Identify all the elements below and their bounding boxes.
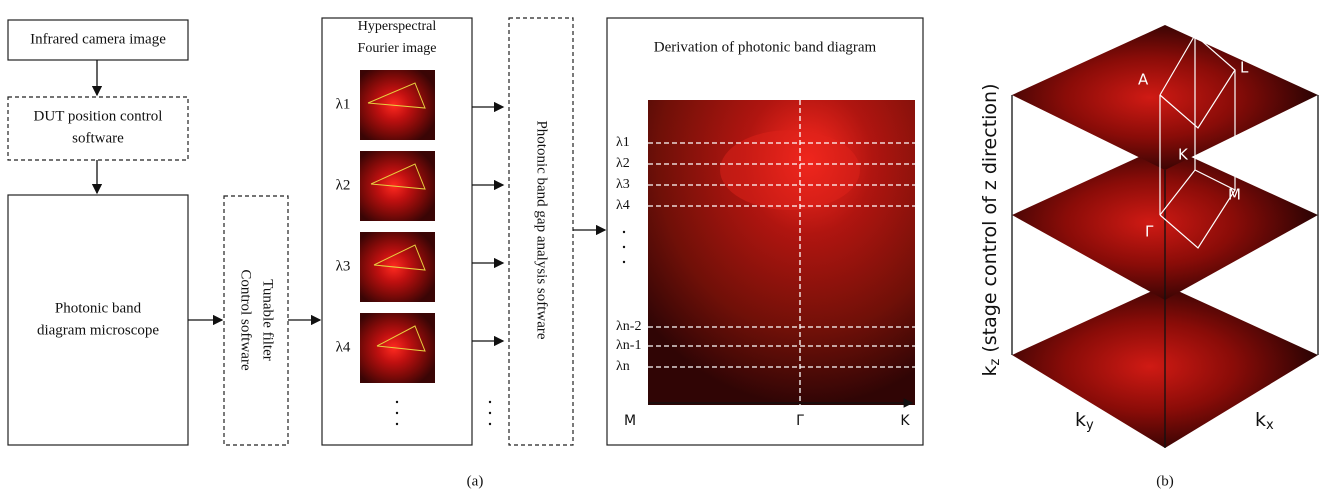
fourier-image xyxy=(360,70,435,140)
filter-text: Tunable filter xyxy=(260,279,276,361)
point-label: Γ xyxy=(1145,223,1154,241)
wavelength-label: λ3 xyxy=(336,258,351,274)
k-axis-label: M xyxy=(624,413,636,429)
microscope-text: Photonic band xyxy=(55,300,142,316)
ky-label: ky xyxy=(1075,409,1094,433)
glow xyxy=(720,130,860,210)
dots xyxy=(395,230,626,426)
k-axis-label: K xyxy=(900,413,910,429)
brillouin-zone xyxy=(1159,34,1236,249)
dut-box xyxy=(7,96,189,161)
panel-a: λ1 λ2 λ3 λ4 (a) Infrared camera image DUT po… xyxy=(7,17,924,489)
kx-label: kx xyxy=(1255,409,1274,433)
kx-base: k xyxy=(1255,409,1266,431)
panel-b: H L A K M Γ kz (stage control of z direc… xyxy=(979,19,1319,489)
analysis-text: Photonic band gap analysis software xyxy=(534,120,550,339)
kz-rest: (stage control of z direction) xyxy=(979,83,1001,358)
band-label: λn xyxy=(616,359,630,374)
point-label: H xyxy=(1185,19,1196,37)
analysis-box xyxy=(508,17,574,446)
point-label: A xyxy=(1138,71,1149,89)
dut-text: software xyxy=(72,130,124,146)
path-triangle xyxy=(367,82,426,109)
microscope-box xyxy=(7,194,189,446)
band-label: λn-1 xyxy=(616,338,641,353)
microscope-text: diagram microscope xyxy=(37,322,159,338)
dut-text: DUT position control xyxy=(34,108,163,124)
wavelength-label: λ1 xyxy=(336,96,351,112)
band-label: λ4 xyxy=(616,198,630,213)
ky-base: k xyxy=(1075,409,1086,431)
band-label: λ1 xyxy=(616,135,630,150)
kz-label: kz (stage control of z direction) xyxy=(979,83,1003,376)
kz-base: k xyxy=(979,366,1001,377)
hyperspectral-text: Hyperspectral xyxy=(358,19,437,34)
hyperspectral-text: Fourier image xyxy=(358,41,437,56)
ky-sub: y xyxy=(1086,418,1094,433)
derivation-text: Derivation of photonic band diagram xyxy=(654,39,877,55)
k-axis-label: Γ xyxy=(796,413,804,429)
path-triangle xyxy=(376,325,426,352)
point-label: L xyxy=(1240,59,1249,77)
camera-box xyxy=(7,19,189,61)
filter-box xyxy=(223,195,289,446)
wavelength-label: λ2 xyxy=(336,177,351,193)
band-label: λ3 xyxy=(616,177,630,192)
box-edges xyxy=(1011,95,1319,448)
kx-sub: x xyxy=(1266,418,1274,433)
plane xyxy=(1012,25,1318,170)
caption: (a) xyxy=(467,473,484,489)
kz-sub: z xyxy=(988,359,1003,366)
camera-text: Infrared camera image xyxy=(30,31,166,47)
fourier-images: λ1 λ2 λ3 λ4 xyxy=(336,70,505,383)
point-label: M xyxy=(1228,186,1241,204)
wavelength-label: λ4 xyxy=(336,339,351,355)
path-triangle xyxy=(373,244,426,271)
band-label: λn-2 xyxy=(616,319,641,334)
caption: (b) xyxy=(1156,473,1174,489)
filter-text: Control software xyxy=(238,269,254,371)
point-label: K xyxy=(1178,146,1189,164)
band-label: λ2 xyxy=(616,156,630,171)
path-triangle xyxy=(370,163,426,190)
